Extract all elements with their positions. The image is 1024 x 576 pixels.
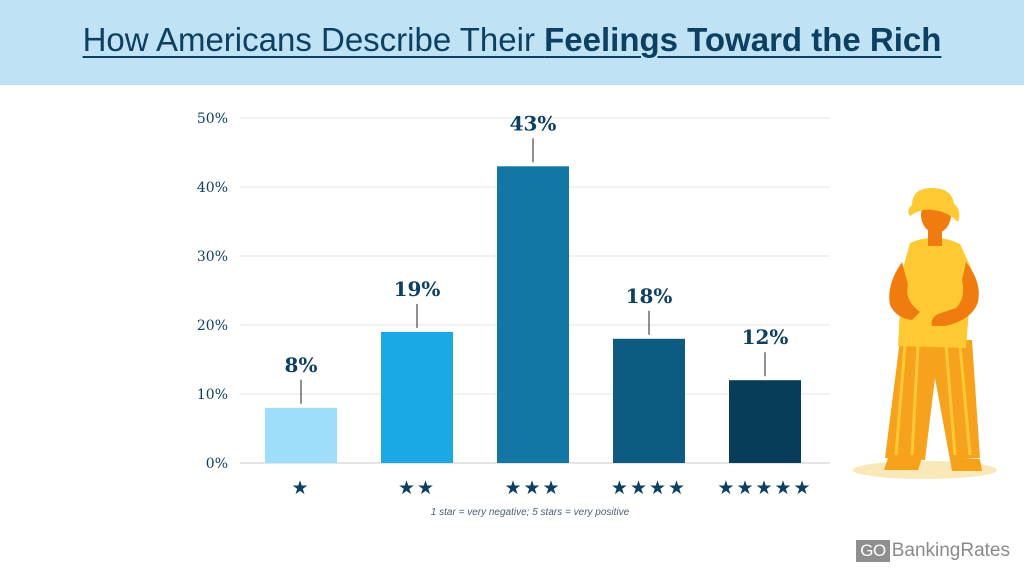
x-axis-ticks: ★ ★★ ★★★ ★★★★ ★★★★★ [291, 477, 812, 499]
x-tick-stars: ★ [291, 477, 310, 499]
bar [381, 331, 453, 463]
person-hat [908, 188, 960, 222]
data-label: 18% [626, 284, 673, 308]
person-shoe-right [950, 459, 982, 471]
bar [729, 380, 801, 463]
y-tick-label: 10% [197, 387, 228, 403]
data-labels: 8% 19% 43% 18% 12% [285, 111, 789, 404]
person-arm-left [889, 262, 920, 320]
person-shoe-left [884, 458, 922, 470]
y-tick-label: 50% [197, 111, 228, 127]
y-tick-label: 20% [197, 318, 228, 334]
bar [613, 338, 685, 463]
x-tick-stars: ★★★ [504, 477, 561, 499]
person-pants [885, 340, 980, 460]
header-banner: How Americans Describe Their Feelings To… [0, 0, 1024, 85]
x-tick-stars: ★★★★ [611, 477, 687, 499]
person-illustration [853, 188, 997, 479]
y-tick-label: 0% [206, 456, 228, 472]
logo-go-box: GO [856, 540, 890, 562]
bar [497, 166, 569, 464]
x-tick-stars: ★★ [398, 477, 436, 499]
x-tick-stars: ★★★★★ [717, 477, 812, 499]
pants-stripes [894, 344, 972, 456]
bar [265, 407, 337, 463]
person-shirt [898, 237, 972, 348]
brand-logo: GO BankingRates [856, 540, 1010, 562]
data-label: 8% [285, 353, 318, 377]
title-regular: How Americans Describe Their [82, 20, 545, 58]
bars [265, 166, 801, 464]
data-label: 43% [510, 111, 557, 135]
data-label: 12% [742, 325, 789, 349]
logo-text: BankingRates [891, 540, 1010, 561]
y-tick-label: 40% [197, 180, 228, 196]
y-axis-ticks: 0% 10% 20% 30% 40% 50% [197, 111, 228, 472]
y-tick-label: 30% [197, 249, 228, 265]
chart-note: 1 star = very negative; 5 stars = very p… [430, 507, 630, 518]
person-arm-right [931, 262, 979, 326]
title-bold: Feelings Toward the Rich [544, 20, 942, 58]
data-label: 19% [394, 277, 441, 301]
page-title: How Americans Describe Their Feelings To… [83, 21, 942, 59]
